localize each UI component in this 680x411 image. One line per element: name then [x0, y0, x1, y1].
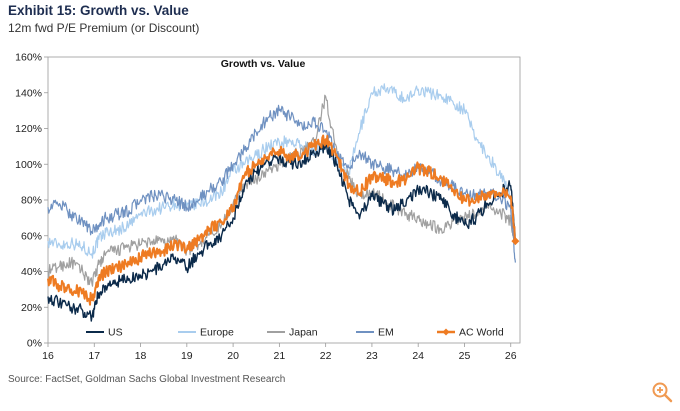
zoom-in-icon[interactable]	[650, 380, 674, 404]
series-line-us	[47, 140, 517, 322]
ac-world-end-marker	[511, 237, 520, 246]
y-tick-label: 80%	[21, 195, 42, 207]
legend-marker-ac-world	[442, 328, 450, 336]
x-tick-label: 18	[135, 350, 147, 362]
series-line-ac-world	[47, 134, 517, 306]
growth-vs-value-chart: 0% 20% 40% 60% 80% 100% 120% 140% 160% 16 17 18 19 20…	[15, 52, 521, 362]
legend-label-us: US	[108, 327, 123, 339]
series-line-europe	[47, 83, 516, 259]
x-tick-label: 26	[505, 350, 517, 362]
source-note: Source: FactSet, Goldman Sachs Global In…	[8, 374, 286, 385]
legend-label-em: EM	[378, 327, 394, 339]
x-tick-label: 25	[459, 350, 471, 362]
x-tick-label: 19	[181, 350, 193, 362]
series-line-em	[47, 104, 516, 263]
y-tick-label: 60%	[21, 230, 42, 242]
exhibit-title: Exhibit 15: Growth vs. Value	[8, 3, 189, 18]
y-tick-label: 140%	[15, 87, 42, 99]
exhibit-subtitle: 12m fwd P/E Premium (or Discount)	[8, 21, 200, 35]
chart-title: Growth vs. Value	[221, 58, 306, 70]
x-tick-label: 24	[412, 350, 424, 362]
x-tick-label: 22	[320, 350, 332, 362]
legend-label-japan: Japan	[289, 327, 318, 339]
y-tick-label: 20%	[21, 302, 42, 314]
x-tick-label: 16	[42, 350, 54, 362]
legend-label-europe: Europe	[200, 327, 234, 339]
y-tick-label: 120%	[15, 123, 42, 135]
x-tick-label: 21	[274, 350, 286, 362]
series-line-japan	[47, 94, 516, 287]
y-tick-label: 160%	[15, 52, 42, 64]
x-tick-label: 23	[366, 350, 378, 362]
x-tick-label: 17	[88, 350, 100, 362]
y-tick-label: 100%	[15, 159, 42, 171]
x-tick-label: 20	[227, 350, 239, 362]
y-tick-label: 0%	[27, 338, 42, 350]
legend-label-ac-world: AC World	[459, 327, 504, 339]
y-tick-label: 40%	[21, 266, 42, 278]
